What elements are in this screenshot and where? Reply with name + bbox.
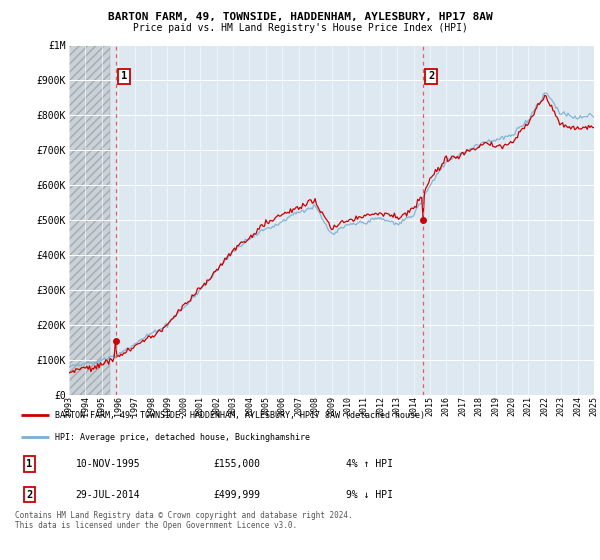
Text: HPI: Average price, detached house, Buckinghamshire: HPI: Average price, detached house, Buck… (55, 433, 310, 442)
Text: BARTON FARM, 49, TOWNSIDE, HADDENHAM, AYLESBURY, HP17 8AW (detached house): BARTON FARM, 49, TOWNSIDE, HADDENHAM, AY… (55, 410, 425, 419)
Text: BARTON FARM, 49, TOWNSIDE, HADDENHAM, AYLESBURY, HP17 8AW: BARTON FARM, 49, TOWNSIDE, HADDENHAM, AY… (107, 12, 493, 22)
Text: Price paid vs. HM Land Registry's House Price Index (HPI): Price paid vs. HM Land Registry's House … (133, 23, 467, 33)
Text: 2: 2 (26, 490, 32, 500)
Text: 10-NOV-1995: 10-NOV-1995 (76, 459, 140, 469)
Text: 29-JUL-2014: 29-JUL-2014 (76, 490, 140, 500)
Text: 1: 1 (121, 71, 127, 81)
Text: Contains HM Land Registry data © Crown copyright and database right 2024.
This d: Contains HM Land Registry data © Crown c… (15, 511, 353, 530)
Text: £155,000: £155,000 (214, 459, 260, 469)
Text: 4% ↑ HPI: 4% ↑ HPI (346, 459, 393, 469)
Text: 1: 1 (26, 459, 32, 469)
Text: 9% ↓ HPI: 9% ↓ HPI (346, 490, 393, 500)
Text: £499,999: £499,999 (214, 490, 260, 500)
Text: 2: 2 (428, 71, 434, 81)
